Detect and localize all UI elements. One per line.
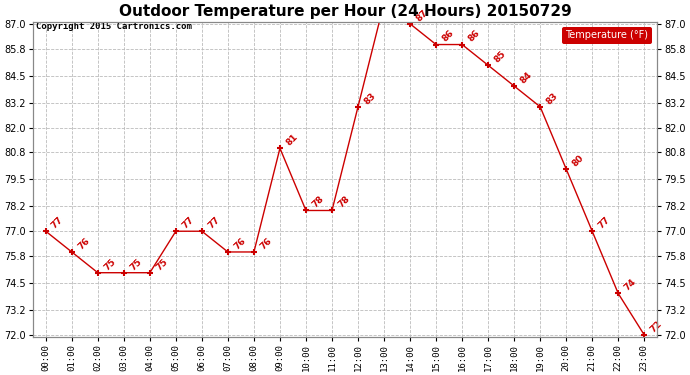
Text: 75: 75 [128,256,144,272]
Temperature (°F) [588,229,596,234]
Text: 86: 86 [440,28,455,44]
Text: 78: 78 [310,194,326,210]
Text: 78: 78 [336,194,351,210]
Text: 84: 84 [518,70,533,85]
Text: 77: 77 [180,215,195,231]
Temperature (°F) [94,270,102,275]
Temperature (°F) [276,146,284,150]
Text: 88: 88 [0,374,1,375]
Text: 77: 77 [50,215,66,231]
Temperature (°F) [68,250,76,254]
Temperature (°F) [484,63,492,68]
Text: Copyright 2015 Cartronics.com: Copyright 2015 Cartronics.com [36,22,192,31]
Title: Outdoor Temperature per Hour (24 Hours) 20150729: Outdoor Temperature per Hour (24 Hours) … [119,4,571,19]
Text: 77: 77 [596,215,612,231]
Temperature (°F) [328,208,336,213]
Text: 81: 81 [284,132,299,147]
Temperature (°F) [172,229,180,234]
Temperature (°F) [119,270,128,275]
Text: 85: 85 [492,49,507,64]
Text: 83: 83 [544,91,560,106]
Text: 77: 77 [206,215,221,231]
Temperature (°F) [146,270,154,275]
Text: 76: 76 [232,236,247,251]
Temperature (°F) [406,21,414,26]
Line: Temperature (°F): Temperature (°F) [42,0,648,338]
Text: 87: 87 [414,8,429,23]
Text: 86: 86 [466,28,482,44]
Text: 74: 74 [622,277,638,292]
Text: 75: 75 [154,256,169,272]
Temperature (°F) [562,167,571,171]
Text: 76: 76 [76,236,91,251]
Temperature (°F) [198,229,206,234]
Temperature (°F) [354,105,362,109]
Temperature (°F) [432,42,440,47]
Temperature (°F) [536,105,544,109]
Temperature (°F) [250,250,258,254]
Legend: Temperature (°F): Temperature (°F) [562,27,653,44]
Text: 76: 76 [258,236,273,251]
Temperature (°F) [458,42,466,47]
Temperature (°F) [614,291,622,296]
Temperature (°F) [380,1,388,5]
Temperature (°F) [510,84,518,88]
Text: 83: 83 [362,91,377,106]
Text: 72: 72 [649,319,664,334]
Text: 80: 80 [571,153,586,168]
Temperature (°F) [224,250,232,254]
Temperature (°F) [41,229,50,234]
Text: 75: 75 [102,256,117,272]
Temperature (°F) [640,333,649,337]
Temperature (°F) [302,208,310,213]
